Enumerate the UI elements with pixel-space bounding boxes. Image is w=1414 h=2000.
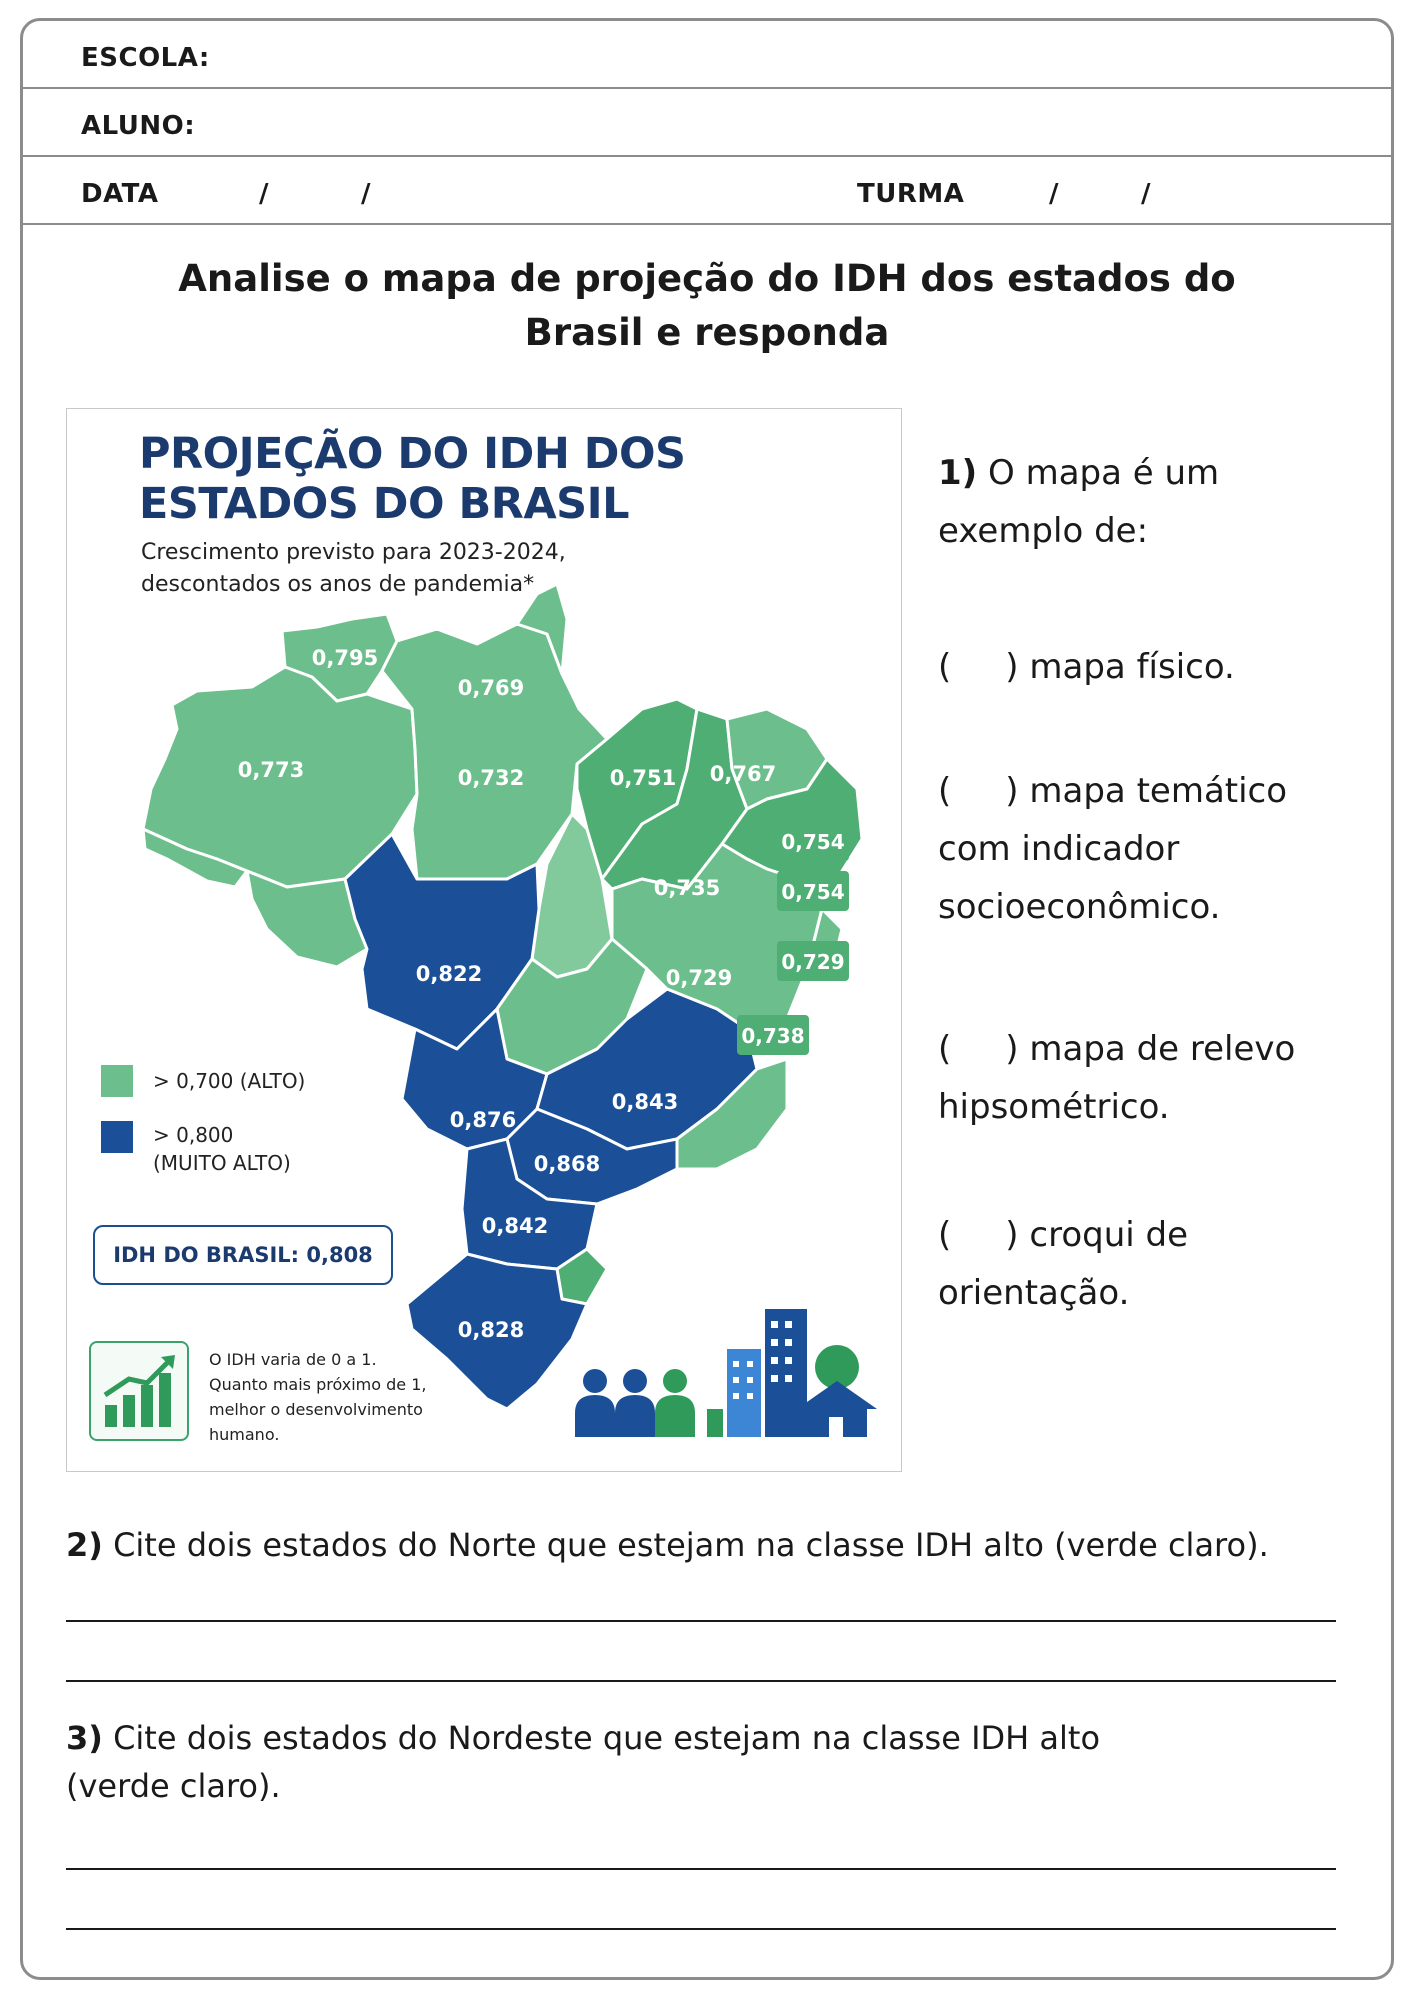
answer-line-3b[interactable] xyxy=(66,1928,1336,1930)
class-slash-1: / xyxy=(1049,179,1059,209)
map-title-line-2: ESTADOS DO BRASIL xyxy=(139,479,630,529)
date-slash-2: / xyxy=(361,179,371,209)
map-subtitle: Crescimento previsto para 2023-2024, des… xyxy=(141,537,741,601)
class-label: TURMA xyxy=(857,179,965,209)
worksheet-frame: ESCOLA: ALUNO: DATA / / TURMA / / xyxy=(20,18,1394,1980)
question-1-text-line-2: exemplo de: xyxy=(938,511,1149,551)
option-mapa-fisico[interactable]: ( ) mapa físico. xyxy=(938,638,1235,696)
state-ro xyxy=(245,869,369,969)
instruction-heading: Analise o mapa de projeção do IDH dos es… xyxy=(0,252,1414,360)
answer-line-2b[interactable] xyxy=(66,1680,1336,1682)
label-sp: 0,868 xyxy=(534,1152,600,1176)
idh-info-line-1: O IDH varia de 0 a 1. xyxy=(209,1350,377,1369)
map-card: PROJEÇÃO DO IDH DOS ESTADOS DO BRASIL Cr… xyxy=(66,408,902,1472)
question-1-number: 1) xyxy=(938,453,978,493)
option-2-label-line-3: socioeconômico. xyxy=(938,887,1221,927)
legend-alto-swatch xyxy=(101,1065,133,1097)
coastal-tags: 0,754 0,754 0,729 0,738 xyxy=(737,821,849,1055)
state-ac xyxy=(141,827,249,889)
option-3-label-line-1: mapa de relevo xyxy=(1029,1029,1296,1069)
legend-alto-label: > 0,700 (ALTO) xyxy=(153,1069,306,1093)
state-es-rj xyxy=(675,1057,789,1171)
question-1-text-line-1: O mapa é um xyxy=(988,453,1220,493)
label-mg: 0,843 xyxy=(612,1090,678,1114)
option-croqui[interactable]: ( ) croqui de orientação. xyxy=(938,1206,1188,1322)
label-ma: 0,751 xyxy=(610,766,676,790)
label-pi: 0,735 xyxy=(654,876,720,900)
label-rn: 0,754 xyxy=(781,830,844,854)
question-3-number: 3) xyxy=(66,1719,103,1757)
growth-chart-icon xyxy=(89,1341,189,1441)
student-row: ALUNO: xyxy=(23,89,1391,157)
label-pb: 0,754 xyxy=(781,880,844,904)
city-illustration-icon xyxy=(575,1309,877,1437)
label-am: 0,773 xyxy=(238,758,304,782)
option-2-label-line-2: com indicador xyxy=(938,829,1180,869)
option-4-checkbox[interactable]: ( ) xyxy=(938,1215,1019,1255)
label-pa-south: 0,732 xyxy=(458,766,524,790)
answer-line-3a[interactable] xyxy=(66,1868,1336,1870)
idh-info-line-3: melhor o desenvolvimento xyxy=(209,1400,423,1419)
brazil-idh-map: 0,795 0,773 0,769 0,732 0,751 0,767 0,73… xyxy=(141,582,877,1437)
legend-muito-alto-swatch xyxy=(101,1121,133,1153)
map-title: PROJEÇÃO DO IDH DOS ESTADOS DO BRASIL xyxy=(139,429,779,529)
label-pr: 0,842 xyxy=(482,1214,548,1238)
date-class-row: DATA / / TURMA / / xyxy=(23,157,1391,225)
school-label: ESCOLA: xyxy=(81,43,210,73)
brasil-idh-badge: IDH DO BRASIL: 0,808 xyxy=(93,1225,393,1285)
map-subtitle-line-1: Crescimento previsto para 2023-2024, xyxy=(141,540,566,565)
option-mapa-relevo[interactable]: ( ) mapa de relevo hipsométrico. xyxy=(938,1020,1295,1136)
label-pa: 0,769 xyxy=(458,676,524,700)
idh-info-line-2: Quanto mais próximo de 1, xyxy=(209,1375,427,1394)
state-rs xyxy=(405,1252,589,1411)
legend-muito-alto-label: > 0,800 (MUITO ALTO) xyxy=(153,1121,291,1177)
instruction-line-2: Brasil e responda xyxy=(524,311,890,354)
question-1: 1) O mapa é um exemplo de: xyxy=(938,444,1219,560)
legend-muito-alto-line-2: (MUITO ALTO) xyxy=(153,1151,291,1175)
label-rs: 0,828 xyxy=(458,1318,524,1342)
label-rr: 0,795 xyxy=(312,646,378,670)
option-4-label-line-1: croqui de xyxy=(1029,1215,1189,1255)
idh-info-text: O IDH varia de 0 a 1. Quanto mais próxim… xyxy=(209,1347,449,1447)
instruction-line-1: Analise o mapa de projeção do IDH dos es… xyxy=(178,257,1236,300)
question-2-text: Cite dois estados do Norte que estejam n… xyxy=(113,1526,1269,1564)
option-2-checkbox[interactable]: ( ) xyxy=(938,771,1019,811)
question-2: 2) Cite dois estados do Norte que esteja… xyxy=(66,1516,1269,1574)
option-2-label-line-1: mapa temático xyxy=(1029,771,1288,811)
question-3-text-line-2: (verde claro). xyxy=(66,1767,281,1805)
label-ce: 0,767 xyxy=(710,762,776,786)
date-slash-1: / xyxy=(259,179,269,209)
date-label: DATA xyxy=(81,179,159,209)
option-mapa-tematico[interactable]: ( ) mapa temático com indicador socioeco… xyxy=(938,762,1287,936)
idh-info-line-4: humano. xyxy=(209,1425,280,1444)
school-row: ESCOLA: xyxy=(23,21,1391,89)
label-pe: 0,729 xyxy=(781,950,844,974)
answer-line-2a[interactable] xyxy=(66,1620,1336,1622)
question-3: 3) Cite dois estados do Nordeste que est… xyxy=(66,1714,1100,1810)
question-3-text-line-1: Cite dois estados do Nordeste que esteja… xyxy=(113,1719,1101,1757)
option-1-label: mapa físico. xyxy=(1029,647,1235,687)
label-ms: 0,876 xyxy=(450,1108,516,1132)
option-3-checkbox[interactable]: ( ) xyxy=(938,1029,1019,1069)
label-ba: 0,729 xyxy=(666,966,732,990)
map-subtitle-line-2: descontados os anos de pandemia* xyxy=(141,572,535,597)
label-se-al: 0,738 xyxy=(741,1024,804,1048)
student-label: ALUNO: xyxy=(81,111,196,141)
label-mt: 0,822 xyxy=(416,962,482,986)
question-2-number: 2) xyxy=(66,1526,103,1564)
option-3-label-line-2: hipsométrico. xyxy=(938,1087,1170,1127)
legend-muito-alto-line-1: > 0,800 xyxy=(153,1123,234,1147)
class-slash-2: / xyxy=(1141,179,1151,209)
state-ap xyxy=(515,582,569,676)
option-4-label-line-2: orientação. xyxy=(938,1273,1130,1313)
option-1-checkbox[interactable]: ( ) xyxy=(938,647,1019,687)
map-title-line-1: PROJEÇÃO DO IDH DOS xyxy=(139,429,686,479)
